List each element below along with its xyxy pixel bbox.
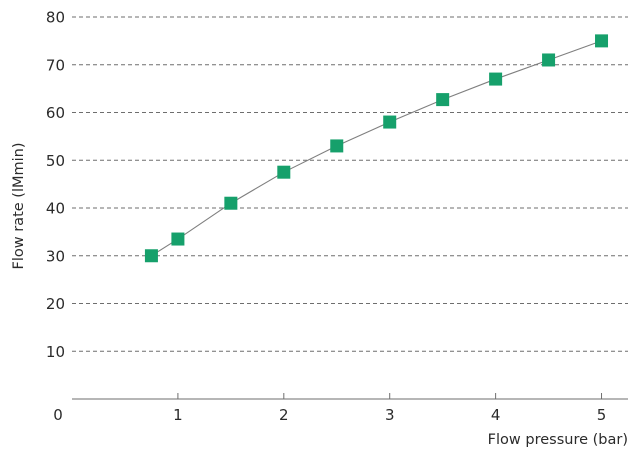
origin-tick-label: 0 [53,406,63,424]
x-tick-label: 4 [491,406,501,424]
y-axis-title: Flow rate (lMmin) [11,143,27,270]
x-tick-label: 3 [385,406,395,424]
data-point-marker [171,232,185,246]
data-point-marker [595,34,609,48]
labels-layer: 0 Flow pressure (bar) Flow rate (lMmin) … [11,9,628,449]
data-point-marker [224,196,238,210]
y-tick-label: 60 [46,104,65,122]
data-point-marker [489,72,503,86]
data-point-marker [383,115,397,129]
x-tick-label: 5 [597,406,607,424]
axes-layer [72,393,628,400]
data-point-marker [144,249,158,263]
data-point-marker [542,53,556,67]
y-tick-label: 40 [46,200,65,218]
grid-layer [72,16,628,352]
series-line [151,40,602,257]
y-tick-label: 70 [46,56,65,74]
y-tick-label: 50 [46,152,65,170]
data-point-marker [330,139,344,153]
y-tick-label: 30 [46,247,65,265]
y-tick-label: 10 [46,343,65,361]
data-point-marker [436,93,450,107]
y-tick-label: 20 [46,295,65,313]
x-tick-label: 2 [279,406,289,424]
data-point-marker [277,165,291,179]
x-tick-label: 1 [173,406,183,424]
y-tick-label: 80 [46,9,65,27]
x-axis-title: Flow pressure (bar) [488,432,628,448]
series-layer [144,34,609,263]
